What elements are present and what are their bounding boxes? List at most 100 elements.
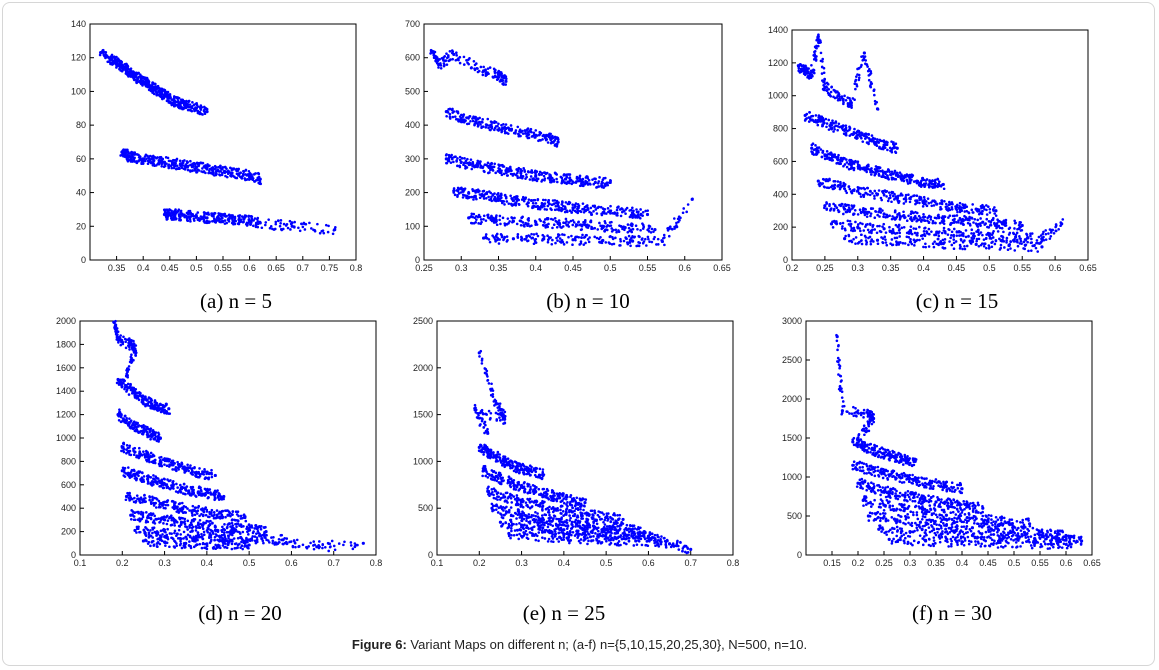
data-point [818, 115, 822, 119]
data-point [962, 206, 966, 210]
data-point [816, 123, 820, 127]
data-point [904, 200, 908, 203]
data-point [129, 342, 132, 346]
data-point [473, 123, 476, 127]
data-point [463, 187, 467, 190]
data-point [877, 189, 881, 192]
data-point [474, 215, 478, 218]
data-point [152, 88, 156, 92]
data-point [869, 214, 872, 218]
data-point [215, 172, 218, 176]
data-point [468, 57, 471, 60]
data-point [247, 178, 251, 181]
data-point [199, 108, 203, 111]
data-point [1000, 240, 1004, 243]
data-point [546, 176, 550, 180]
data-point [136, 72, 139, 76]
data-point [932, 182, 936, 186]
data-point [185, 102, 189, 106]
y-tick-label: 100 [71, 86, 86, 96]
data-point [118, 381, 121, 385]
data-point [929, 201, 933, 204]
data-point [187, 99, 191, 103]
data-point [179, 218, 182, 222]
data-point [301, 225, 305, 229]
data-point [479, 65, 483, 69]
data-point [174, 161, 177, 165]
y-tick-label: 80 [76, 120, 86, 130]
data-point [297, 226, 300, 230]
data-point [656, 243, 660, 246]
data-point [492, 236, 496, 239]
data-point [561, 201, 564, 204]
data-point [852, 204, 856, 208]
data-point [279, 227, 283, 231]
data-point [260, 226, 264, 230]
data-point [516, 175, 519, 178]
data-point [187, 212, 190, 215]
data-point [852, 212, 855, 216]
data-point [457, 118, 460, 121]
data-point [815, 146, 819, 150]
data-point [959, 230, 962, 234]
data-point [1003, 246, 1006, 249]
data-point [519, 170, 523, 174]
data-point [583, 182, 587, 186]
data-point [537, 172, 541, 176]
data-point [890, 172, 894, 176]
data-point [869, 189, 872, 193]
data-point [175, 164, 179, 168]
data-point [121, 149, 125, 153]
data-point [506, 167, 510, 171]
data-point [943, 241, 946, 244]
x-tick-label: 0.45 [948, 263, 966, 273]
data-point [459, 191, 463, 194]
data-point [434, 57, 438, 61]
data-point [829, 90, 833, 94]
data-point [501, 216, 505, 220]
x-tick-label: 0.45 [161, 263, 179, 273]
data-point [487, 126, 490, 130]
data-point [974, 242, 978, 246]
data-point [860, 233, 863, 237]
data-point [895, 146, 899, 150]
data-point [910, 218, 913, 222]
data-point [571, 203, 574, 206]
data-point [125, 390, 128, 393]
data-point [481, 120, 484, 124]
data-point [566, 173, 570, 176]
y-tick-label: 1600 [56, 363, 76, 373]
data-point [869, 242, 873, 246]
data-point [534, 202, 538, 205]
data-point [1025, 232, 1028, 236]
data-point [897, 201, 900, 205]
data-point [162, 96, 166, 100]
data-point [534, 129, 538, 132]
data-point [1042, 230, 1045, 234]
data-point [493, 162, 497, 166]
data-point [916, 231, 919, 235]
data-point [827, 118, 831, 122]
data-point [1052, 231, 1056, 235]
y-tick-label: 200 [61, 527, 76, 537]
data-point [555, 145, 559, 148]
data-point [131, 151, 134, 155]
data-point [1048, 228, 1052, 231]
data-point [195, 213, 198, 216]
data-point [596, 206, 600, 210]
data-point [1002, 230, 1005, 234]
data-point [524, 177, 527, 180]
data-point [910, 242, 914, 246]
data-point [551, 238, 554, 242]
data-point [197, 163, 200, 167]
panel-label: (c) n = 15 [916, 289, 998, 313]
data-point [186, 168, 190, 172]
data-point [136, 76, 139, 80]
data-point [914, 227, 918, 231]
data-point [556, 221, 560, 225]
data-point [890, 238, 894, 241]
data-point [531, 177, 534, 181]
data-point [837, 122, 841, 126]
data-point [873, 168, 877, 171]
data-point [935, 216, 938, 220]
